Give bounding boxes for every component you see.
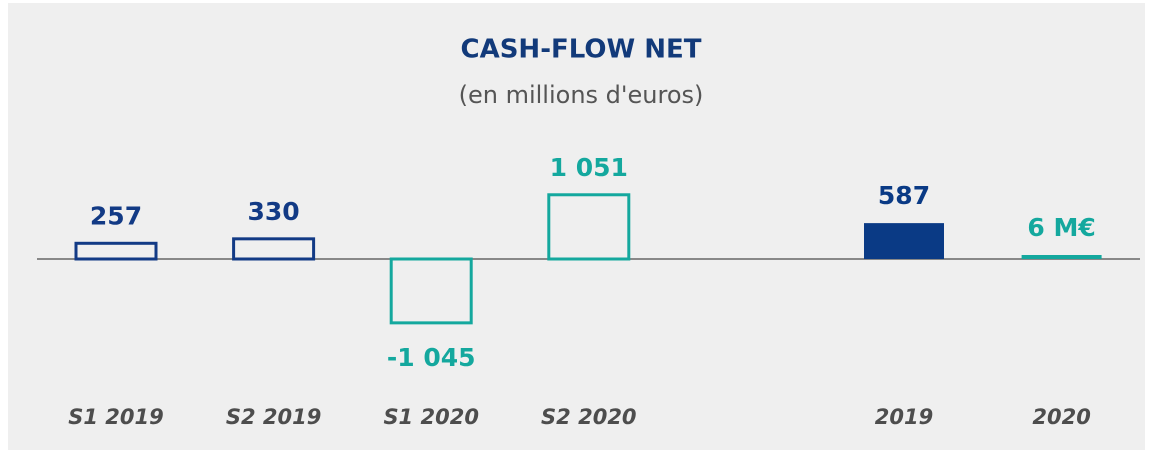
value-label: 1 051 [550,153,628,182]
bar [547,193,631,261]
x-tick-label: S2 2020 [541,405,637,429]
value-label: 257 [90,201,142,230]
value-label: 587 [878,181,930,210]
x-tick-label: S2 2019 [226,405,322,429]
value-label: 330 [248,197,300,226]
bar [1021,255,1102,259]
value-label: -1 045 [387,343,476,372]
bar [389,257,473,325]
background [8,3,1145,450]
x-tick-label: S1 2019 [68,405,164,429]
bar [864,223,944,259]
chart-subtitle: (en millions d'euros) [459,81,704,109]
value-label: 6 M€ [1027,213,1095,242]
bar [232,237,316,261]
x-tick-label: 2020 [1032,405,1090,429]
x-tick-label: S1 2020 [383,405,479,429]
x-tick-label: 2019 [875,405,933,429]
chart-title: CASH-FLOW NET [461,35,702,65]
bar [74,241,158,261]
